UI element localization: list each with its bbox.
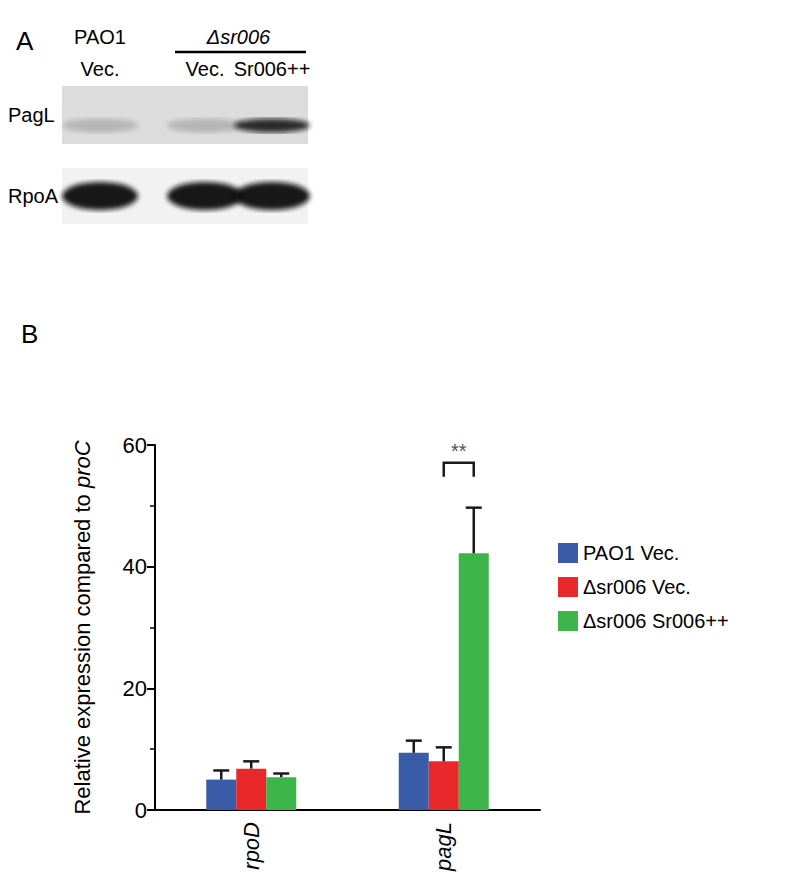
svg-text:PAO1: PAO1 bbox=[74, 26, 126, 48]
svg-text:40: 40 bbox=[123, 554, 147, 579]
svg-text:A: A bbox=[16, 26, 34, 56]
svg-text:Δsr006 Sr006++: Δsr006 Sr006++ bbox=[583, 610, 729, 632]
svg-text:rpoD: rpoD bbox=[239, 822, 264, 870]
svg-text:pagL: pagL bbox=[431, 822, 456, 872]
svg-text:**: ** bbox=[451, 440, 467, 462]
svg-text:B: B bbox=[21, 319, 38, 349]
svg-text:Sr006++: Sr006++ bbox=[234, 58, 311, 80]
svg-text:20: 20 bbox=[123, 676, 147, 701]
svg-text:Δsr006: Δsr006 bbox=[206, 26, 271, 48]
svg-text:proC: proC bbox=[70, 440, 95, 489]
svg-text:PAO1 Vec.: PAO1 Vec. bbox=[583, 542, 679, 564]
svg-text:Relative expression compared t: Relative expression compared to bbox=[70, 488, 95, 815]
svg-text:Vec.: Vec. bbox=[186, 58, 225, 80]
svg-text:60: 60 bbox=[123, 433, 147, 458]
svg-text:PagL: PagL bbox=[8, 104, 55, 126]
svg-text:0: 0 bbox=[135, 798, 147, 823]
svg-text:Δsr006 Vec.: Δsr006 Vec. bbox=[583, 576, 691, 598]
svg-text:RpoA: RpoA bbox=[8, 185, 59, 207]
svg-text:Vec.: Vec. bbox=[81, 58, 120, 80]
